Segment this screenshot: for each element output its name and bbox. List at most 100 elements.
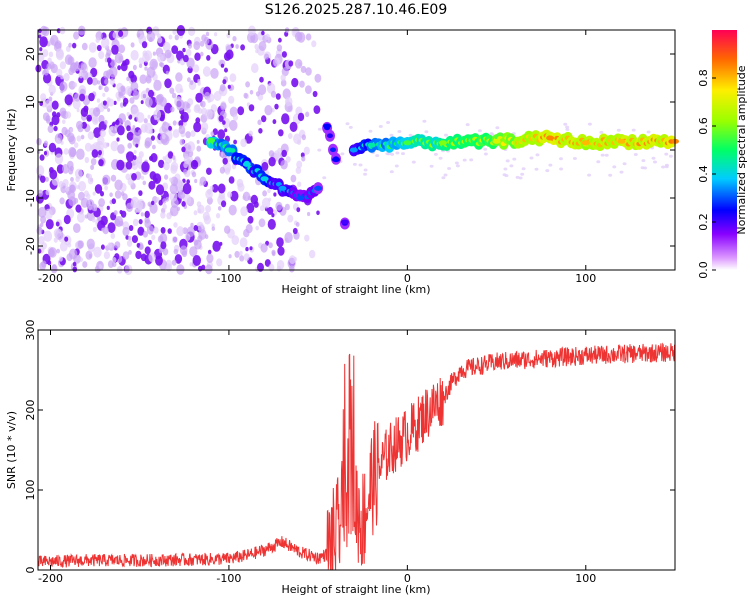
noise-speckle bbox=[93, 246, 102, 258]
noise-speckle bbox=[162, 156, 166, 161]
noise-speckle bbox=[518, 176, 523, 180]
noise-speckle bbox=[41, 260, 47, 268]
noise-speckle bbox=[212, 240, 221, 252]
noise-speckle bbox=[140, 90, 149, 101]
noise-speckle bbox=[117, 144, 125, 154]
noise-speckle bbox=[232, 36, 237, 42]
noise-speckle bbox=[134, 159, 139, 165]
noise-speckle bbox=[219, 84, 226, 92]
noise-speckle bbox=[76, 148, 85, 160]
noise-speckle bbox=[84, 142, 92, 152]
noise-speckle bbox=[228, 176, 235, 184]
noise-speckle bbox=[41, 242, 47, 250]
noise-speckle bbox=[176, 226, 185, 237]
noise-speckle bbox=[178, 125, 186, 135]
noise-speckle bbox=[559, 167, 564, 171]
noise-speckle bbox=[483, 147, 488, 151]
top-ylabel: Frequency (Hz) bbox=[5, 109, 18, 192]
noise-speckle bbox=[87, 173, 92, 180]
colorbar-tick-label: 0.2 bbox=[697, 213, 710, 231]
ridge-point bbox=[439, 140, 447, 146]
noise-speckle bbox=[80, 134, 85, 140]
noise-speckle bbox=[196, 201, 202, 208]
top-x-tick-label: 100 bbox=[575, 272, 596, 285]
noise-speckle bbox=[174, 254, 183, 264]
noise-speckle bbox=[202, 66, 211, 77]
noise-speckle bbox=[296, 207, 301, 213]
noise-speckle bbox=[147, 201, 152, 207]
noise-speckle bbox=[93, 127, 102, 139]
noise-speckle bbox=[587, 173, 592, 177]
noise-speckle bbox=[73, 62, 80, 72]
noise-speckle bbox=[171, 92, 177, 99]
noise-speckle bbox=[390, 152, 395, 156]
noise-speckle bbox=[44, 208, 53, 220]
noise-speckle bbox=[157, 235, 164, 243]
noise-speckle bbox=[170, 106, 175, 113]
noise-speckle bbox=[217, 183, 226, 194]
noise-speckle bbox=[565, 125, 570, 129]
colorbar: 0.0 0.2 0.4 0.6 0.8 Normalized spectral ampl… bbox=[697, 30, 748, 279]
noise-speckle bbox=[273, 192, 277, 197]
noise-speckle bbox=[148, 89, 154, 98]
noise-speckle bbox=[193, 121, 202, 133]
noise-speckle bbox=[394, 164, 399, 168]
ridge-point bbox=[224, 147, 233, 153]
noise-speckle bbox=[209, 185, 214, 191]
noise-speckle bbox=[55, 48, 64, 59]
noise-speckle bbox=[200, 51, 204, 57]
noise-speckle bbox=[210, 68, 219, 79]
noise-speckle bbox=[75, 176, 80, 183]
noise-speckle bbox=[79, 257, 83, 262]
noise-speckle bbox=[255, 225, 259, 231]
noise-speckle bbox=[48, 248, 55, 258]
noise-speckle bbox=[104, 119, 108, 125]
noise-speckle bbox=[599, 130, 604, 134]
noise-speckle bbox=[285, 156, 291, 163]
noise-speckle bbox=[261, 30, 265, 36]
noise-speckle bbox=[56, 248, 60, 254]
ridge-point bbox=[296, 195, 305, 201]
noise-speckle bbox=[73, 197, 79, 204]
noise-speckle bbox=[181, 201, 186, 207]
noise-speckle bbox=[207, 249, 212, 255]
noise-speckle bbox=[130, 42, 135, 48]
noise-speckle bbox=[142, 231, 148, 238]
noise-speckle bbox=[95, 37, 100, 43]
noise-speckle bbox=[51, 100, 59, 110]
noise-speckle bbox=[47, 125, 54, 134]
noise-speckle bbox=[141, 41, 148, 49]
noise-speckle bbox=[268, 156, 276, 167]
noise-speckle bbox=[288, 60, 294, 67]
noise-speckle bbox=[245, 81, 251, 88]
noise-speckle bbox=[265, 33, 270, 40]
noise-speckle bbox=[204, 234, 209, 240]
noise-speckle bbox=[149, 202, 158, 214]
noise-speckle bbox=[154, 177, 158, 182]
noise-speckle bbox=[254, 43, 259, 50]
noise-speckle bbox=[206, 55, 211, 61]
noise-speckle bbox=[358, 163, 363, 167]
noise-speckle bbox=[258, 41, 267, 51]
noise-speckle bbox=[80, 197, 89, 208]
colorbar-ticks: 0.0 0.2 0.4 0.6 0.8 bbox=[697, 69, 716, 279]
noise-speckle bbox=[198, 229, 207, 240]
noise-speckle bbox=[122, 226, 130, 237]
noise-speckle bbox=[126, 131, 134, 141]
noise-speckle bbox=[76, 120, 83, 130]
noise-speckle bbox=[257, 119, 262, 126]
noise-speckle bbox=[227, 191, 233, 198]
noise-speckle bbox=[300, 65, 307, 74]
noise-speckle bbox=[216, 213, 221, 219]
noise-speckle bbox=[132, 125, 136, 130]
noise-speckle bbox=[132, 90, 140, 100]
noise-speckle bbox=[280, 79, 287, 87]
noise-speckle bbox=[80, 62, 87, 71]
noise-speckle bbox=[58, 181, 64, 188]
noise-speckle bbox=[168, 34, 173, 40]
noise-speckle bbox=[107, 222, 116, 234]
noise-speckle bbox=[314, 73, 322, 83]
noise-speckle bbox=[199, 176, 207, 186]
noise-speckle bbox=[193, 41, 201, 51]
